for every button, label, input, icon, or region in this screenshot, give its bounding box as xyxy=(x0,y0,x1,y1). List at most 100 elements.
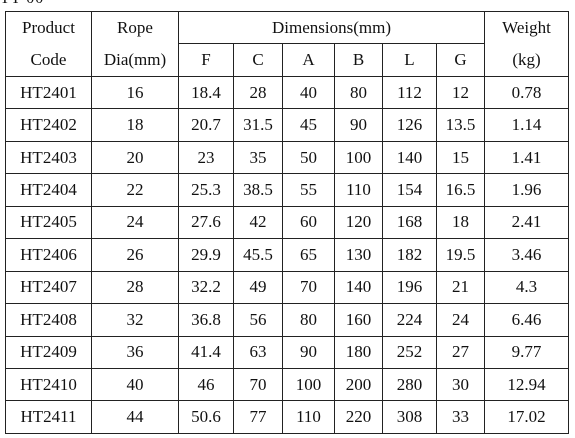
header-row-2: Code Dia(mm) F C A B L G (kg) xyxy=(5,43,569,77)
rope-dia-cell: 16 xyxy=(91,75,179,110)
weight-cell: 1.96 xyxy=(484,173,569,207)
header-dim-l: L xyxy=(382,43,437,77)
dim-l-cell: 168 xyxy=(382,205,437,240)
product-code-cell: HT2411 xyxy=(5,400,92,434)
dim-b-cell: 200 xyxy=(334,367,383,402)
dim-a-cell: 50 xyxy=(282,140,335,175)
rope-dia-cell: 44 xyxy=(91,400,179,434)
product-code-cell: HT2402 xyxy=(5,108,92,142)
dim-f-cell: 23 xyxy=(178,140,234,175)
product-code-cell: HT2405 xyxy=(5,205,92,240)
dim-c-cell: 28 xyxy=(233,75,283,110)
product-code-cell: HT2403 xyxy=(5,140,92,175)
dim-f-cell: 41.4 xyxy=(178,335,234,369)
product-code-cell: HT2401 xyxy=(5,75,92,110)
dim-f-cell: 32.2 xyxy=(178,270,234,305)
dim-l-cell: 280 xyxy=(382,367,437,402)
dim-c-cell: 45.5 xyxy=(233,238,283,272)
dim-a-cell: 60 xyxy=(282,205,335,240)
dim-g-cell: 33 xyxy=(436,400,485,434)
dim-l-cell: 182 xyxy=(382,238,437,272)
dim-a-cell: 80 xyxy=(282,303,335,337)
dim-b-cell: 100 xyxy=(334,140,383,175)
table-row: HT2404 22 25.3 38.5 55 110 154 16.5 1.96 xyxy=(5,173,569,207)
dim-l-cell: 224 xyxy=(382,303,437,337)
dim-f-cell: 27.6 xyxy=(178,205,234,240)
table-row: HT2405 24 27.6 42 60 120 168 18 2.41 xyxy=(5,205,569,240)
product-code-cell: HT2407 xyxy=(5,270,92,305)
dim-l-cell: 308 xyxy=(382,400,437,434)
dim-a-cell: 40 xyxy=(282,75,335,110)
product-code-cell: HT2406 xyxy=(5,238,92,272)
rope-dia-cell: 24 xyxy=(91,205,179,240)
table-row: HT2407 28 32.2 49 70 140 196 21 4.3 xyxy=(5,270,569,305)
dim-g-cell: 21 xyxy=(436,270,485,305)
table-row: HT2411 44 50.6 77 110 220 308 33 17.02 xyxy=(5,400,569,434)
dim-f-cell: 46 xyxy=(178,367,234,402)
dim-l-cell: 196 xyxy=(382,270,437,305)
product-code-cell: HT2409 xyxy=(5,335,92,369)
dim-a-cell: 110 xyxy=(282,400,335,434)
header-dim-a: A xyxy=(282,43,335,77)
dim-c-cell: 35 xyxy=(233,140,283,175)
dim-l-cell: 126 xyxy=(382,108,437,142)
table-row: HT2406 26 29.9 45.5 65 130 182 19.5 3.46 xyxy=(5,238,569,272)
dim-a-cell: 70 xyxy=(282,270,335,305)
header-dim-g: G xyxy=(436,43,485,77)
dim-a-cell: 65 xyxy=(282,238,335,272)
dim-c-cell: 56 xyxy=(233,303,283,337)
product-code-cell: HT2408 xyxy=(5,303,92,337)
dim-c-cell: 77 xyxy=(233,400,283,434)
weight-cell: 2.41 xyxy=(484,205,569,240)
dim-l-cell: 140 xyxy=(382,140,437,175)
dim-c-cell: 38.5 xyxy=(233,173,283,207)
rope-dia-cell: 18 xyxy=(91,108,179,142)
header-rope-dia-line2: Dia(mm) xyxy=(91,43,179,77)
dim-g-cell: 27 xyxy=(436,335,485,369)
dim-c-cell: 31.5 xyxy=(233,108,283,142)
header-weight-line2: (kg) xyxy=(484,43,569,77)
rope-dia-cell: 40 xyxy=(91,367,179,402)
dim-f-cell: 20.7 xyxy=(178,108,234,142)
dim-a-cell: 100 xyxy=(282,367,335,402)
table-row: HT2408 32 36.8 56 80 160 224 24 6.46 xyxy=(5,303,569,337)
dim-f-cell: 18.4 xyxy=(178,75,234,110)
dim-a-cell: 45 xyxy=(282,108,335,142)
table-row: HT2409 36 41.4 63 90 180 252 27 9.77 xyxy=(5,335,569,369)
header-dimensions: Dimensions(mm) xyxy=(178,10,485,45)
dim-b-cell: 220 xyxy=(334,400,383,434)
weight-cell: 4.3 xyxy=(484,270,569,305)
dim-g-cell: 30 xyxy=(436,367,485,402)
table-row: HT2403 20 23 35 50 100 140 15 1.41 xyxy=(5,140,569,175)
header-rope-dia-line1: Rope xyxy=(91,10,179,44)
header-weight-line1: Weight xyxy=(484,10,569,44)
header-product-code-line1: Product xyxy=(5,10,92,44)
dim-b-cell: 180 xyxy=(334,335,383,369)
dim-g-cell: 12 xyxy=(436,75,485,110)
dim-l-cell: 252 xyxy=(382,335,437,369)
weight-cell: 1.14 xyxy=(484,108,569,142)
table-row: HT2402 18 20.7 31.5 45 90 126 13.5 1.14 xyxy=(5,108,569,142)
dim-b-cell: 110 xyxy=(334,173,383,207)
dim-g-cell: 15 xyxy=(436,140,485,175)
dim-c-cell: 49 xyxy=(233,270,283,305)
dim-b-cell: 80 xyxy=(334,75,383,110)
dim-c-cell: 42 xyxy=(233,205,283,240)
product-code-cell: HT2410 xyxy=(5,367,92,402)
dim-g-cell: 19.5 xyxy=(436,238,485,272)
dim-g-cell: 13.5 xyxy=(436,108,485,142)
weight-cell: 17.02 xyxy=(484,400,569,434)
header-dim-c: C xyxy=(233,43,283,77)
weight-cell: 0.78 xyxy=(484,75,569,110)
weight-cell: 6.46 xyxy=(484,303,569,337)
product-code-cell: HT2404 xyxy=(5,173,92,207)
dim-a-cell: 55 xyxy=(282,173,335,207)
rope-dia-cell: 22 xyxy=(91,173,179,207)
header-product-code-line2: Code xyxy=(5,43,92,77)
weight-cell: 9.77 xyxy=(484,335,569,369)
dim-b-cell: 130 xyxy=(334,238,383,272)
dim-f-cell: 29.9 xyxy=(178,238,234,272)
product-spec-table: Product Rope Dimensions(mm) Weight Code … xyxy=(5,10,569,434)
dim-f-cell: 36.8 xyxy=(178,303,234,337)
rope-dia-cell: 36 xyxy=(91,335,179,369)
